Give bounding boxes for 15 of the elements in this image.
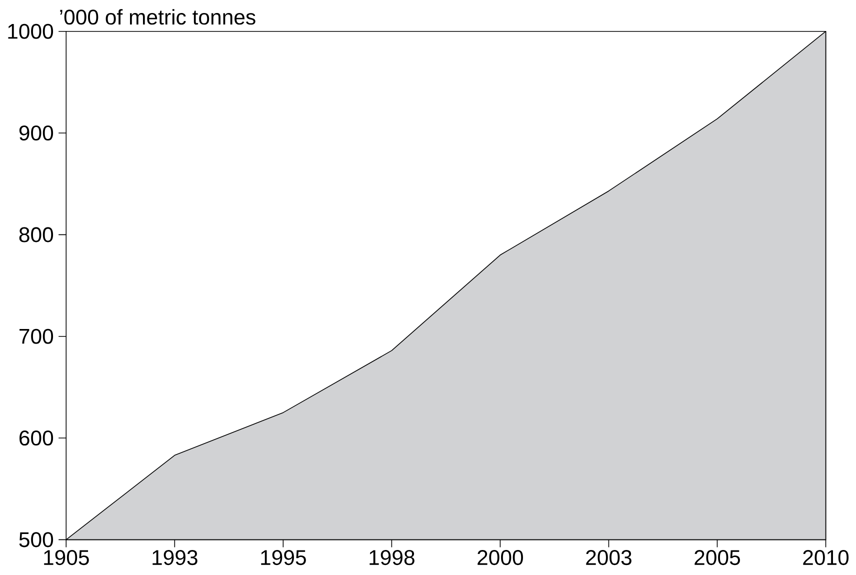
x-tick-label: 1998 — [370, 550, 414, 566]
x-tick-label: 2005 — [694, 550, 740, 566]
x-tick-label: 2003 — [586, 550, 632, 566]
y-tick-label: 500 — [19, 532, 54, 548]
y-tick-label: 600 — [20, 430, 54, 446]
x-tick-label: 2010 — [803, 550, 849, 566]
x-tick-label: 1905 — [44, 550, 89, 566]
y-axis-title: ’000 of metric tonnes — [60, 9, 256, 25]
y-tick-label: 800 — [19, 227, 54, 242]
y-tick-label: 900 — [19, 126, 54, 141]
x-tick-label: 2000 — [478, 550, 523, 566]
y-tick-label: 700 — [20, 328, 54, 344]
x-tick-label: 1995 — [261, 550, 306, 566]
x-tick-label: 1993 — [152, 550, 198, 566]
y-tick-label: 1000 — [8, 24, 54, 39]
